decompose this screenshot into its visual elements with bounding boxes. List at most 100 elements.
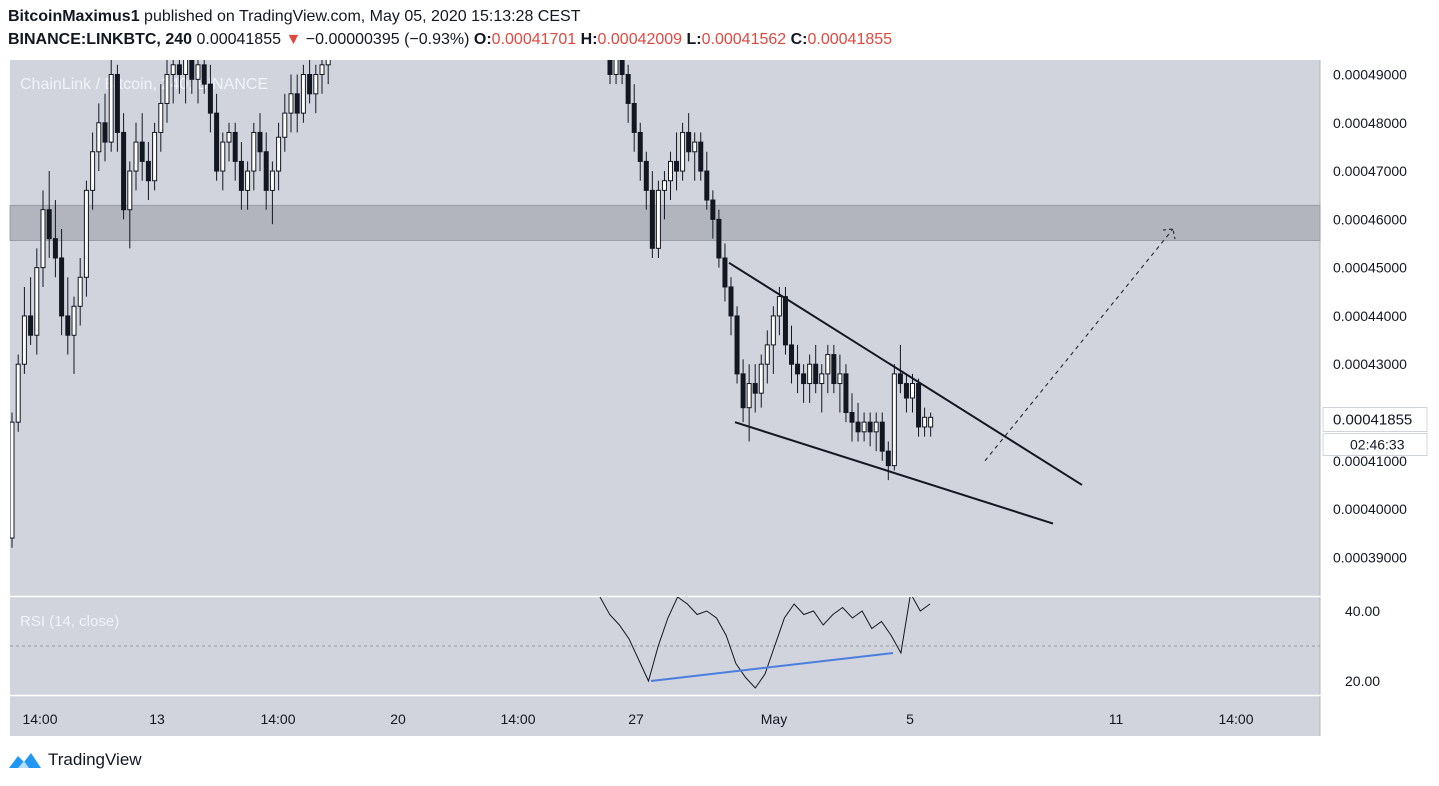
candle-up[interactable] (764, 344, 770, 365)
candle-down[interactable] (728, 286, 734, 317)
candle-down[interactable] (710, 199, 716, 220)
candle-up[interactable] (776, 296, 782, 317)
candle-up[interactable] (226, 131, 232, 143)
candle-up[interactable] (15, 363, 21, 423)
candle-down[interactable] (843, 373, 849, 414)
candle-up[interactable] (152, 131, 158, 182)
candle-up[interactable] (282, 112, 288, 138)
candle-down[interactable] (789, 344, 794, 365)
candle-down[interactable] (65, 315, 71, 336)
candle-down[interactable] (102, 122, 108, 143)
candle-down[interactable] (885, 450, 891, 467)
candle-down[interactable] (686, 131, 692, 153)
candle-up[interactable] (313, 73, 319, 95)
candle-up[interactable] (164, 73, 170, 104)
candle-up[interactable] (692, 141, 698, 153)
candle-down[interactable] (619, 55, 625, 75)
candle-down[interactable] (307, 73, 313, 95)
candle-up[interactable] (158, 102, 164, 133)
candle-down[interactable] (916, 383, 922, 428)
candle-up[interactable] (90, 151, 96, 191)
candle-down[interactable] (698, 141, 704, 172)
candle-up[interactable] (220, 141, 226, 172)
candle-down[interactable] (782, 296, 788, 346)
candle-down[interactable] (52, 238, 58, 259)
candle-up[interactable] (661, 180, 667, 191)
wedge-lower-line[interactable] (734, 421, 1054, 525)
candle-down[interactable] (813, 363, 819, 385)
candle-down[interactable] (849, 412, 855, 423)
candle-up[interactable] (195, 64, 201, 80)
candle-up[interactable] (83, 189, 89, 278)
candle-up[interactable] (10, 421, 15, 539)
author-name[interactable]: BitcoinMaximus1 (8, 8, 140, 25)
candle-down[interactable] (795, 363, 801, 375)
candle-up[interactable] (319, 64, 325, 75)
candle-up[interactable] (183, 55, 189, 75)
candle-down[interactable] (867, 421, 873, 433)
candle-down[interactable] (897, 373, 903, 385)
candle-up[interactable] (127, 170, 133, 211)
wedge-upper-line[interactable] (728, 261, 1083, 486)
candle-up[interactable] (770, 315, 776, 346)
candle-up[interactable] (288, 93, 294, 114)
time-axis-bg[interactable] (10, 695, 1320, 736)
candle-up[interactable] (928, 416, 934, 428)
candle-up[interactable] (825, 354, 831, 375)
candle-up[interactable] (269, 170, 275, 191)
candle-down[interactable] (637, 131, 643, 162)
candle-down[interactable] (722, 257, 728, 288)
resistance-zone[interactable] (9, 204, 1321, 241)
candle-down[interactable] (801, 373, 807, 385)
price-axis-bg[interactable] (1320, 60, 1439, 736)
candle-down[interactable] (625, 73, 631, 104)
candle-down[interactable] (28, 315, 34, 336)
candle-up[interactable] (133, 141, 139, 172)
candle-up[interactable] (861, 421, 867, 433)
candle-up[interactable] (21, 315, 27, 365)
candle-up[interactable] (910, 383, 915, 399)
candle-down[interactable] (704, 170, 710, 201)
candle-down[interactable] (139, 141, 145, 162)
candle-up[interactable] (170, 64, 176, 75)
candle-down[interactable] (207, 83, 213, 114)
candle-up[interactable] (680, 131, 686, 172)
candle-down[interactable] (114, 73, 120, 133)
candle-down[interactable] (176, 64, 182, 75)
candle-up[interactable] (108, 73, 114, 143)
candle-down[interactable] (631, 102, 637, 133)
candle-up[interactable] (873, 421, 879, 433)
candle-down[interactable] (903, 383, 909, 399)
candle-up[interactable] (251, 131, 257, 172)
projection-line[interactable] (984, 228, 1174, 462)
candle-up[interactable] (807, 363, 813, 385)
tradingview-footer[interactable]: TradingView (8, 750, 142, 770)
candle-down[interactable] (740, 373, 746, 409)
candle-down[interactable] (831, 354, 837, 385)
candle-down[interactable] (674, 160, 680, 172)
candle-up[interactable] (837, 373, 843, 385)
candle-down[interactable] (752, 383, 758, 394)
candle-down[interactable] (257, 131, 263, 153)
candle-up[interactable] (613, 55, 619, 75)
candle-up[interactable] (40, 209, 46, 269)
candle-up[interactable] (325, 55, 331, 66)
candle-down[interactable] (214, 112, 220, 172)
candle-up[interactable] (655, 189, 661, 249)
candle-down[interactable] (121, 131, 127, 211)
rsi-line[interactable] (599, 594, 931, 689)
candle-up[interactable] (96, 122, 102, 153)
candle-down[interactable] (201, 64, 207, 85)
candle-down[interactable] (263, 151, 269, 191)
candle-up[interactable] (819, 373, 825, 385)
candle-up[interactable] (758, 363, 764, 394)
candle-up[interactable] (34, 267, 40, 336)
candle-down[interactable] (855, 421, 861, 433)
candle-down[interactable] (649, 189, 655, 249)
candle-down[interactable] (238, 160, 244, 191)
candle-down[interactable] (46, 209, 52, 240)
candle-down[interactable] (294, 93, 300, 114)
candle-down[interactable] (607, 46, 613, 75)
candle-down[interactable] (145, 160, 151, 182)
